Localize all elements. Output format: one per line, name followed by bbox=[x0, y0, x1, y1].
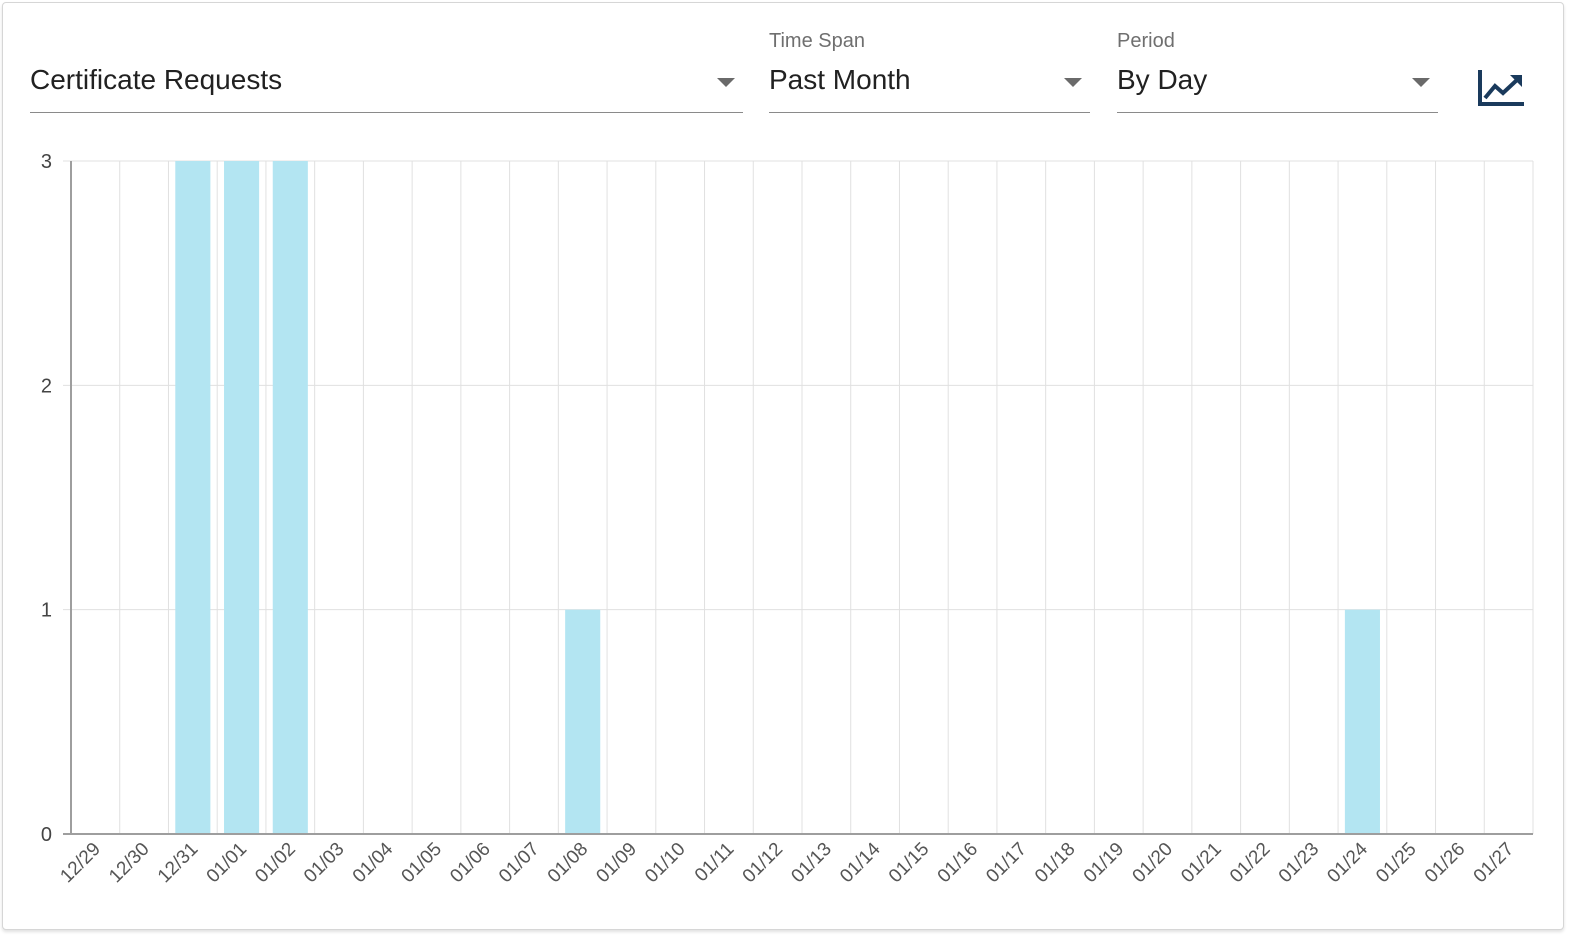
chevron-down-icon bbox=[717, 78, 735, 87]
time-span-select[interactable]: Time Span Past Month bbox=[769, 28, 1090, 113]
trending-up-icon bbox=[1478, 70, 1524, 106]
chevron-down-icon bbox=[1064, 78, 1082, 87]
period-select[interactable]: Period By Day bbox=[1117, 28, 1438, 113]
period-value: By Day bbox=[1117, 64, 1208, 95]
time-span-value: Past Month bbox=[769, 64, 911, 95]
metric-select[interactable]: Certificate Requests bbox=[30, 28, 743, 113]
period-label: Period bbox=[1117, 30, 1175, 52]
chart-card bbox=[2, 2, 1564, 930]
time-span-label: Time Span bbox=[769, 30, 865, 52]
metric-select-value: Certificate Requests bbox=[30, 64, 283, 95]
chevron-down-icon bbox=[1412, 78, 1430, 87]
chart-type-toggle-button[interactable] bbox=[1470, 64, 1530, 114]
